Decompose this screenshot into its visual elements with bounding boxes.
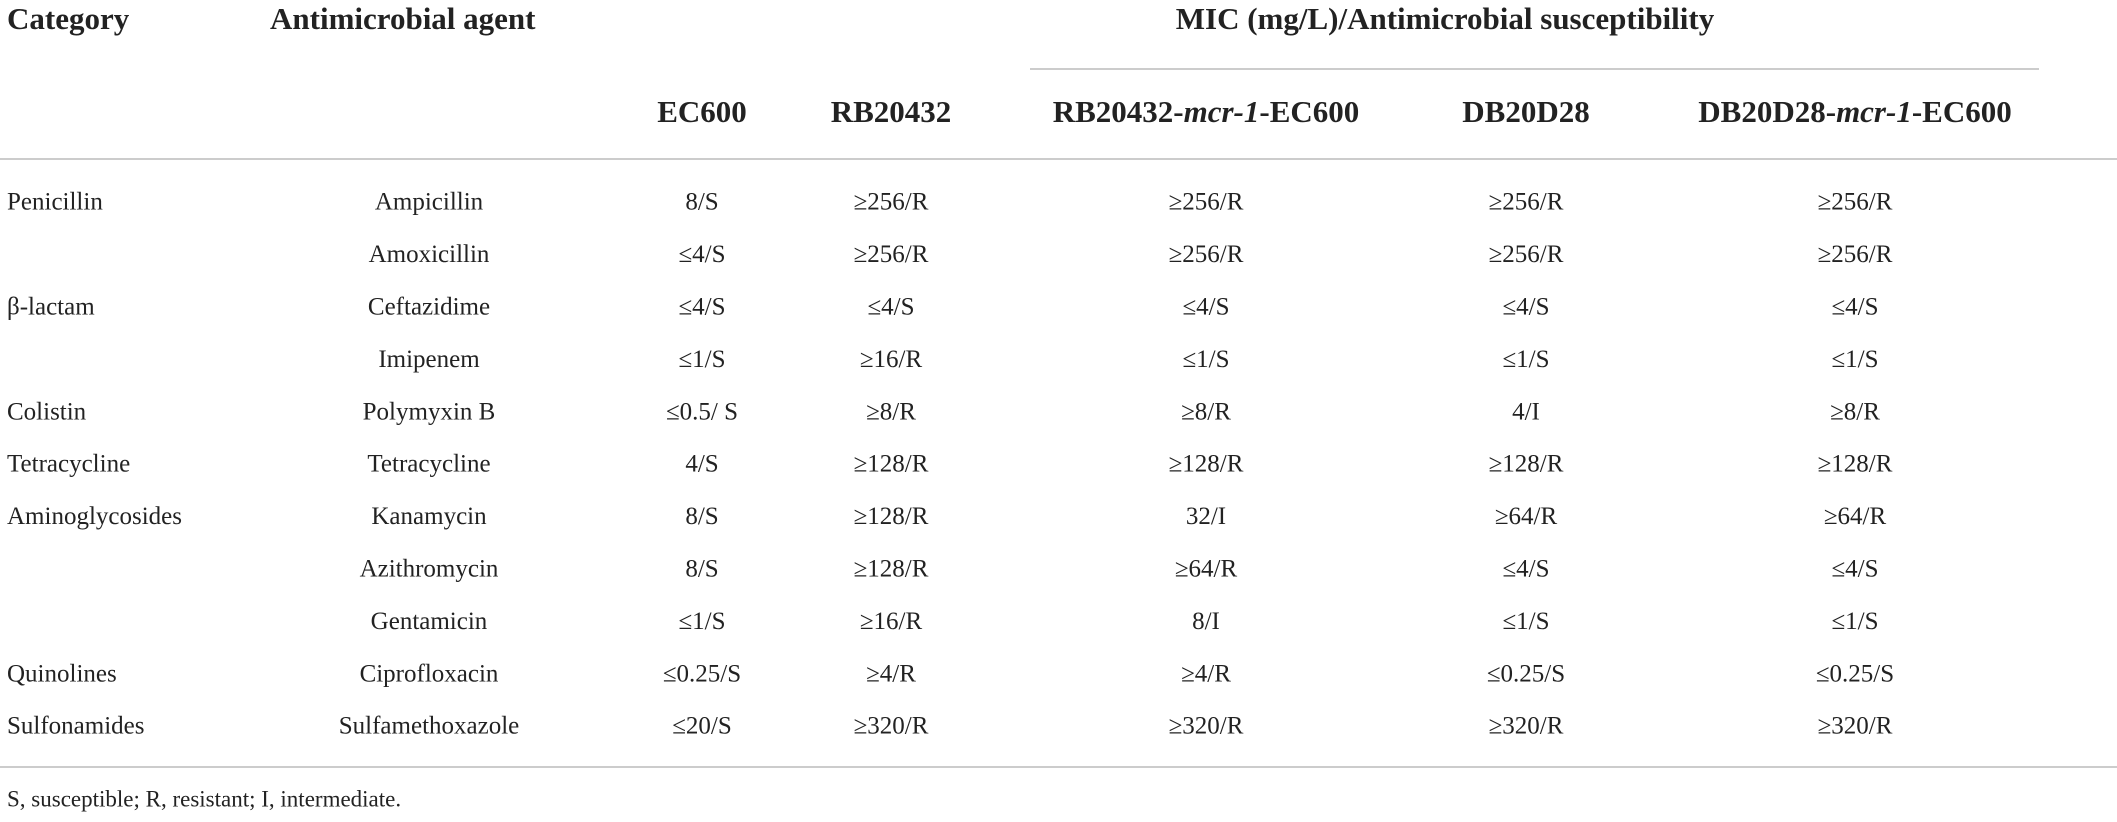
header-part: -EC600 (1259, 94, 1359, 129)
header-category: Category (7, 1, 130, 36)
value-cell: ≤4/S (1831, 556, 1878, 583)
value-cell: ≥128/R (854, 556, 929, 583)
agent-cell: Ceftazidime (368, 294, 490, 321)
value-cell: ≥320/R (1818, 713, 1893, 740)
value-cell: ≥256/R (1169, 241, 1244, 268)
value-cell: 8/S (685, 503, 718, 530)
value-cell: ≤4/S (678, 294, 725, 321)
value-cell: ≥256/R (1489, 189, 1564, 216)
value-cell: ≥128/R (1169, 451, 1244, 478)
value-cell: ≥256/R (854, 189, 929, 216)
value-cell: ≥256/R (1169, 189, 1244, 216)
header-part: EC600 (657, 94, 747, 129)
value-cell: ≥8/R (1181, 398, 1231, 425)
value-cell: ≥64/R (1824, 503, 1887, 530)
value-cell: ≤4/S (678, 241, 725, 268)
agent-cell: Polymyxin B (363, 398, 496, 425)
value-cell: 8/S (685, 556, 718, 583)
header-part: mcr-1 (1836, 94, 1912, 129)
header-part: RB20432- (1053, 94, 1184, 129)
column-header: DB20D28 (1462, 94, 1589, 129)
value-cell: ≤4/S (867, 294, 914, 321)
value-cell: ≤1/S (1182, 346, 1229, 373)
category-cell: Colistin (7, 398, 87, 425)
value-cell: ≥64/R (1175, 556, 1238, 583)
value-cell: ≤4/S (1182, 294, 1229, 321)
agent-cell: Amoxicillin (369, 241, 490, 268)
value-cell: ≤1/S (1831, 346, 1878, 373)
column-header: RB20432 (831, 94, 952, 129)
agent-cell: Sulfamethoxazole (339, 713, 520, 740)
category-cell: Tetracycline (7, 451, 130, 478)
header-part: RB20432 (831, 94, 952, 129)
value-cell: ≥8/R (866, 398, 916, 425)
value-cell: ≥128/R (1818, 451, 1893, 478)
value-cell: ≥64/R (1495, 503, 1558, 530)
header-group: MIC (mg/L)/Antimicrobial susceptibility (1176, 1, 1715, 36)
value-cell: 8/S (685, 189, 718, 216)
value-cell: ≤1/S (1831, 608, 1878, 635)
header-part: DB20D28- (1698, 94, 1836, 129)
value-cell: ≤1/S (678, 346, 725, 373)
header-part: mcr-1 (1184, 94, 1260, 129)
category-cell: Sulfonamides (7, 713, 145, 740)
value-cell: ≥8/R (1830, 398, 1880, 425)
agent-cell: Azithromycin (360, 556, 499, 583)
value-cell: ≥16/R (860, 608, 923, 635)
value-cell: ≤1/S (678, 608, 725, 635)
agent-cell: Ciprofloxacin (360, 660, 499, 687)
agent-cell: Tetracycline (367, 451, 490, 478)
category-cell: Penicillin (7, 189, 103, 216)
value-cell: ≤0.25/S (1816, 660, 1894, 687)
value-cell: ≤0.25/S (1487, 660, 1565, 687)
value-cell: ≥128/R (854, 451, 929, 478)
column-header: EC600 (657, 94, 747, 129)
value-cell: 8/I (1192, 608, 1220, 635)
header-part: DB20D28 (1462, 94, 1589, 129)
agent-cell: Kanamycin (371, 503, 487, 530)
category-cell: β-lactam (7, 294, 95, 321)
value-cell: ≥4/R (1181, 660, 1231, 687)
value-cell: ≥320/R (1169, 713, 1244, 740)
value-cell: ≥16/R (860, 346, 923, 373)
agent-cell: Ampicillin (375, 189, 484, 216)
value-cell: ≥320/R (1489, 713, 1564, 740)
value-cell: ≥4/R (866, 660, 916, 687)
header-part: -EC600 (1912, 94, 2012, 129)
value-cell: ≥256/R (1818, 189, 1893, 216)
category-cell: Aminoglycosides (7, 503, 182, 530)
value-cell: ≤1/S (1502, 608, 1549, 635)
column-header: DB20D28-mcr-1-EC600 (1698, 94, 2011, 129)
value-cell: ≤1/S (1502, 346, 1549, 373)
value-cell: ≥256/R (1818, 241, 1893, 268)
value-cell: ≥256/R (1489, 241, 1564, 268)
value-cell: 32/I (1186, 503, 1226, 530)
value-cell: ≥256/R (854, 241, 929, 268)
value-cell: ≥128/R (854, 503, 929, 530)
value-cell: ≤20/S (672, 713, 732, 740)
value-cell: ≤4/S (1831, 294, 1878, 321)
value-cell: ≤0.5/ S (666, 398, 738, 425)
category-cell: Quinolines (7, 660, 117, 687)
header-agent: Antimicrobial agent (270, 1, 536, 36)
agent-cell: Imipenem (378, 346, 480, 373)
value-cell: ≤4/S (1502, 556, 1549, 583)
value-cell: ≥320/R (854, 713, 929, 740)
agent-cell: Gentamicin (371, 608, 488, 635)
value-cell: 4/S (685, 451, 718, 478)
value-cell: 4/I (1512, 398, 1540, 425)
value-cell: ≤0.25/S (663, 660, 741, 687)
value-cell: ≥128/R (1489, 451, 1564, 478)
footnote: S, susceptible; R, resistant; I, interme… (7, 786, 401, 811)
column-header: RB20432-mcr-1-EC600 (1053, 94, 1360, 129)
value-cell: ≤4/S (1502, 294, 1549, 321)
